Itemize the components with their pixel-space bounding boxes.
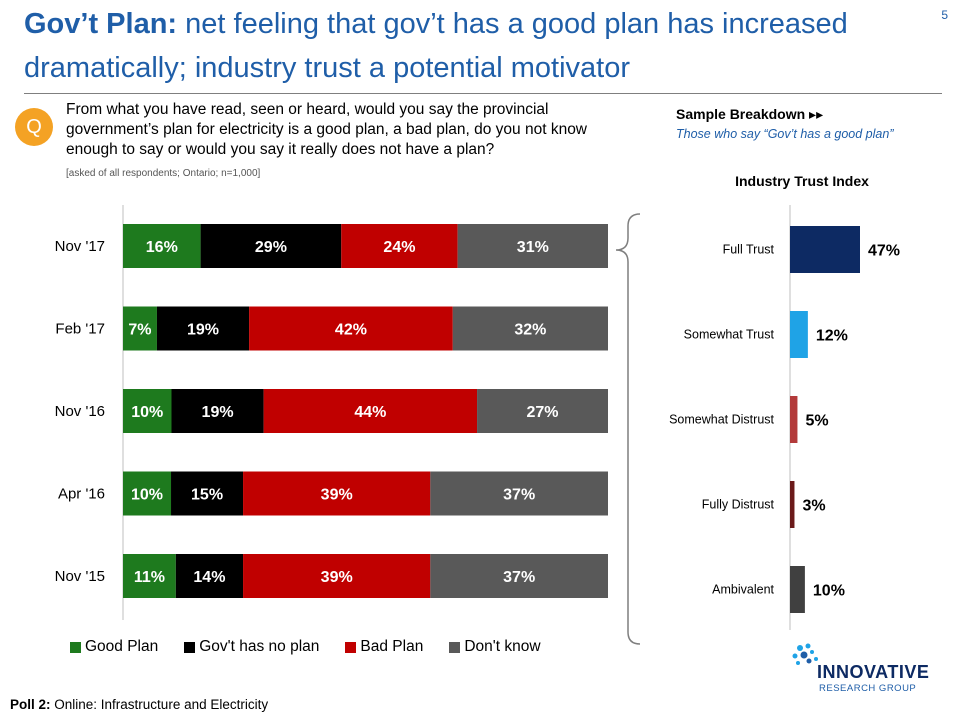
data-label: 44% [354, 404, 386, 421]
data-label: 15% [191, 487, 223, 504]
logo-name: INNOVATIVE [817, 662, 930, 682]
logo-subtitle: RESEARCH GROUP [819, 683, 917, 694]
category-label: Nov '17 [55, 238, 105, 255]
trust-value-label: 3% [802, 498, 825, 515]
category-label: Nov '16 [55, 403, 105, 420]
question-badge: Q [15, 108, 53, 146]
bar-segment [452, 306, 608, 351]
legend-item: Bad Plan [345, 638, 423, 656]
data-label: 27% [527, 404, 559, 421]
sample-breakdown-label: Sample Breakdown [676, 106, 806, 122]
legend-swatch [345, 641, 357, 653]
legend-swatch [449, 641, 461, 653]
question-text: From what you have read, seen or heard, … [66, 101, 588, 158]
bar-segment [200, 224, 342, 268]
bar-segment [175, 554, 244, 598]
bar-segment [243, 471, 431, 516]
category-label: Apr '16 [58, 486, 105, 503]
bar-segment [156, 306, 250, 351]
data-label: 14% [193, 569, 225, 586]
legend-swatch [70, 641, 81, 653]
data-label: 19% [202, 404, 234, 421]
data-label: 37% [503, 569, 535, 586]
data-label: 7% [128, 322, 151, 339]
data-label: 29% [255, 239, 287, 256]
footer: Poll 2: Online: Infrastructure and Elect… [10, 697, 268, 712]
trust-bar [790, 481, 795, 528]
trust-chart-title: Industry Trust Index [735, 173, 869, 189]
trust-bar [790, 396, 798, 443]
footer-text: Online: Infrastructure and Electricity [50, 697, 269, 712]
bar-segment [341, 224, 458, 268]
trust-bar [790, 566, 805, 613]
bar-segment [123, 224, 201, 268]
data-label: 16% [146, 239, 178, 256]
data-label: 31% [517, 239, 549, 256]
bar-segment [430, 554, 608, 598]
legend-label: Bad Plan [360, 638, 424, 655]
bar-segment [171, 471, 244, 516]
data-label: 19% [187, 322, 219, 339]
bar-segment [477, 389, 608, 433]
title-rest: net feeling that gov’t has a good plan h… [24, 8, 848, 84]
data-label: 32% [514, 322, 546, 339]
data-label: 39% [321, 487, 353, 504]
data-label: 37% [503, 487, 535, 504]
play-arrows-icon: ▸▸ [809, 106, 824, 122]
trust-value-label: 12% [816, 328, 848, 345]
data-label: 39% [321, 569, 353, 586]
page-number: 5 [941, 8, 948, 22]
data-label: 10% [131, 487, 163, 504]
data-label: 10% [131, 404, 163, 421]
bar-segment [243, 554, 431, 598]
title-divider [24, 93, 942, 94]
bar-segment [430, 471, 608, 516]
bar-segment [123, 471, 172, 516]
bar-segment [123, 306, 157, 351]
page-title: Gov’t Plan: net feeling that gov’t has a… [24, 2, 924, 90]
legend-item: Gov't has no plan [184, 638, 319, 656]
legend-label: Good Plan [85, 638, 159, 655]
bar-segment [457, 224, 608, 268]
title-bold: Gov’t Plan: [24, 8, 178, 40]
trust-bar [790, 311, 808, 358]
trust-category-label: Fully Distrust [702, 498, 775, 512]
bar-segment [249, 306, 453, 351]
data-label: 42% [335, 322, 367, 339]
trust-category-label: Somewhat Trust [684, 328, 775, 342]
question-note: [asked of all respondents; Ontario; n=1,… [66, 168, 261, 179]
trust-value-label: 5% [805, 413, 828, 430]
legend-item: Good Plan [70, 638, 158, 656]
legend-swatch [184, 641, 196, 653]
trust-category-label: Ambivalent [712, 583, 774, 597]
sample-breakdown-subtitle: Those who say “Gov’t has a good plan” [676, 127, 894, 141]
legend-label: Gov't has no plan [199, 638, 320, 655]
bar-segment [123, 554, 176, 598]
trust-bar [790, 226, 860, 273]
bar-segment [123, 389, 172, 433]
trust-value-label: 10% [813, 583, 845, 600]
chart-legend: Good Plan Gov't has no plan Bad Plan Don't … [70, 638, 567, 656]
bar-segment [263, 389, 478, 433]
trust-value-label: 47% [868, 243, 900, 260]
data-label: 24% [383, 239, 415, 256]
trust-category-label: Somewhat Distrust [669, 413, 774, 427]
category-label: Nov '15 [55, 568, 105, 585]
legend-item: Don't know [449, 638, 541, 656]
brace-icon [615, 213, 641, 645]
trust-category-label: Full Trust [723, 243, 775, 257]
bar-segment [171, 389, 264, 433]
data-label: 11% [134, 569, 165, 586]
category-label: Feb '17 [55, 321, 105, 338]
logo-dots-icon [792, 643, 818, 665]
footer-label: Poll 2: [10, 697, 51, 712]
legend-label: Don't know [464, 638, 541, 655]
sample-breakdown-title: Sample Breakdown ▸▸ [676, 106, 823, 123]
